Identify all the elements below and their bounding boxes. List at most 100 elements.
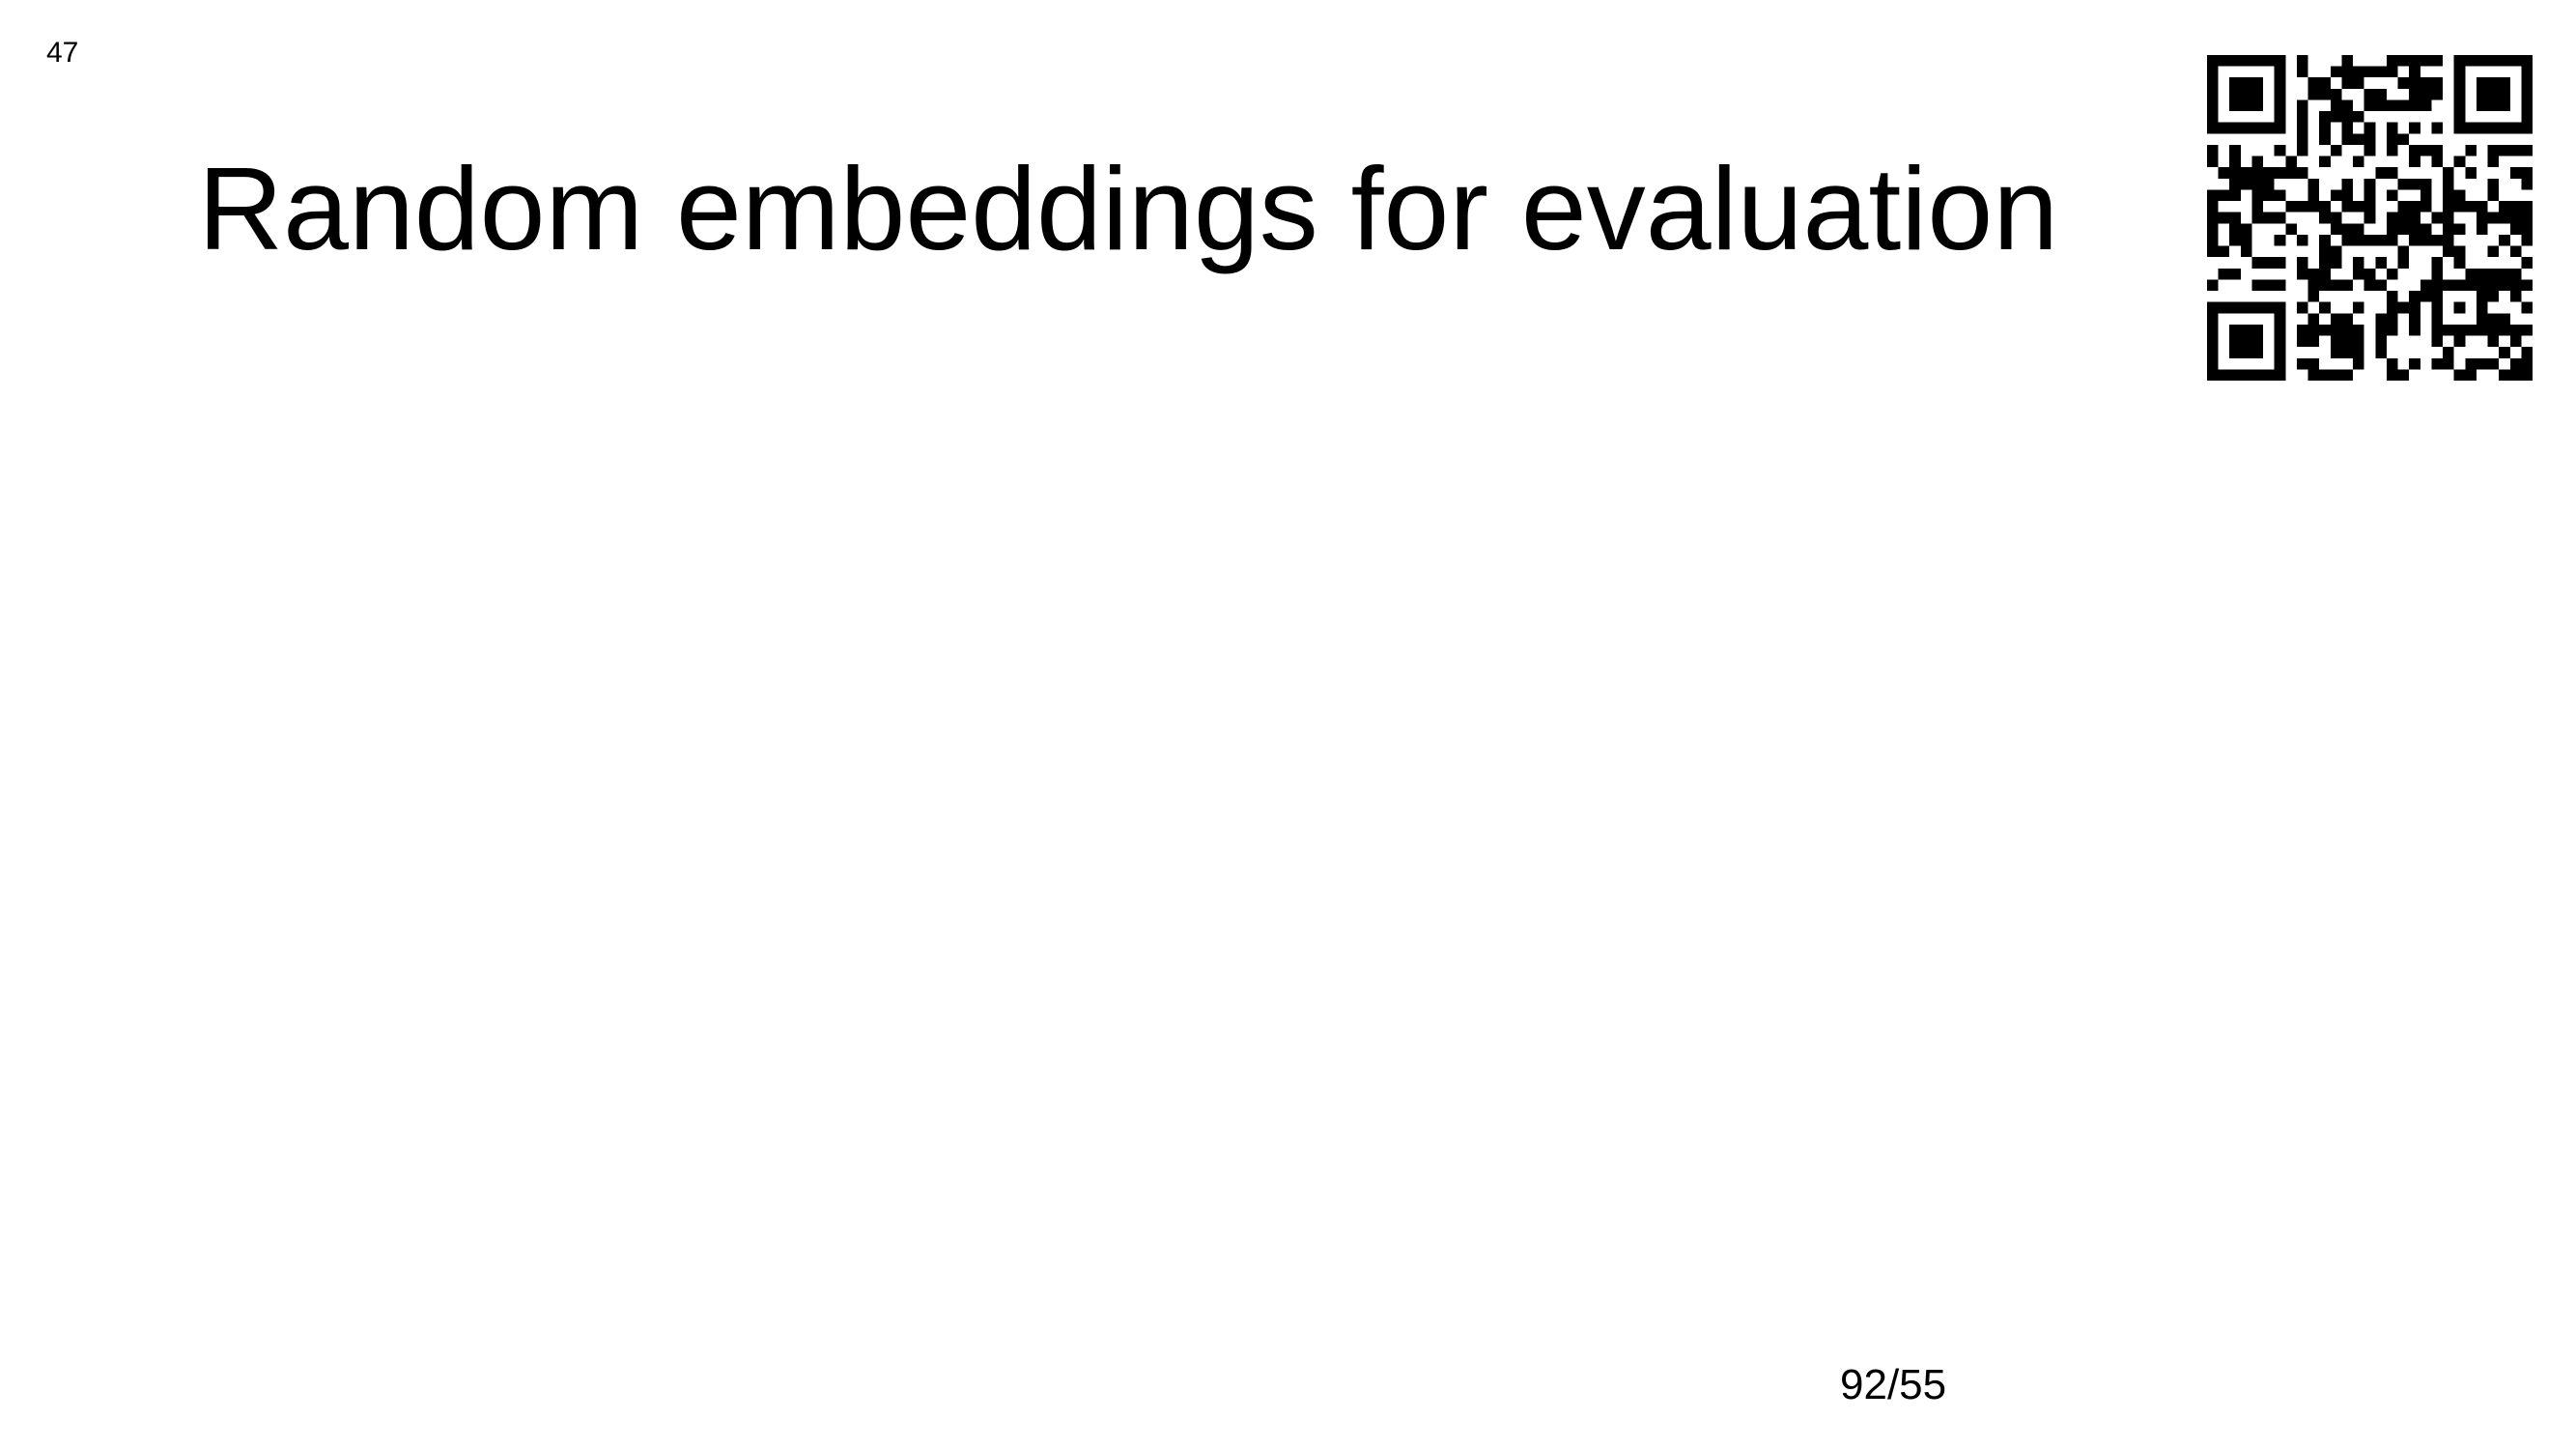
qr-module [2443,212,2454,224]
qr-module [2240,335,2252,348]
qr-module [2307,178,2320,190]
qr-module [2285,223,2297,235]
qr-module [2509,122,2522,134]
qr-module [2364,99,2376,112]
qr-module [2386,122,2398,134]
qr-module [2207,189,2219,202]
qr-module [2353,234,2364,246]
qr-module [2296,335,2308,348]
qr-module [2509,245,2522,258]
qr-module [2521,223,2533,235]
qr-module [2330,189,2342,202]
qr-module [2263,122,2275,134]
qr-module [2207,335,2219,348]
qr-module [2397,257,2410,269]
qr-module [2285,156,2297,168]
qr-module [2521,66,2533,78]
qr-module [2509,201,2522,213]
qr-module [2397,245,2410,258]
qr-module [2330,144,2342,156]
qr-module [2274,212,2286,224]
qr-module [2476,324,2488,336]
qr-module [2341,99,2354,112]
qr-module [2341,178,2354,190]
qr-module [2431,144,2444,156]
qr-module [2341,279,2354,292]
qr-module [2251,347,2264,358]
qr-module [2386,212,2398,224]
qr-module [2319,245,2331,258]
qr-module [2296,111,2308,123]
qr-module [2364,234,2376,246]
qr-module [2420,99,2432,112]
qr-module [2375,66,2387,78]
qr-module [2409,324,2420,336]
qr-module [2453,245,2466,258]
qr-module [2509,212,2522,224]
qr-module [2307,313,2320,325]
qr-module [2240,122,2252,134]
qr-module [2431,313,2444,325]
qr-module [2274,122,2286,134]
qr-module [2499,234,2510,246]
qr-module [2307,201,2320,213]
qr-module [2443,189,2454,202]
qr-module [2274,66,2286,78]
qr-module [2229,156,2241,168]
qr-module [2409,301,2420,314]
qr-module [2453,111,2466,123]
qr-module [2509,324,2522,336]
qr-module [2353,133,2364,145]
qr-module [2207,66,2219,78]
qr-module [2353,324,2364,336]
qr-module [2319,301,2331,314]
qr-module [2364,88,2376,100]
qr-module [2296,357,2308,370]
qr-module [2487,291,2500,302]
qr-module [2476,313,2488,325]
qr-module [2453,88,2466,100]
qr-module [2263,369,2275,381]
qr-module [2443,201,2454,213]
qr-module [2476,212,2488,224]
qr-module [2375,279,2387,292]
qr-module [2431,301,2444,314]
qr-module [2251,77,2264,89]
qr-module [2341,66,2354,78]
qr-module [2353,268,2364,280]
qr-module [2375,99,2387,112]
qr-module [2330,88,2342,100]
qr-module [2307,88,2320,100]
qr-module [2330,369,2342,381]
qr-module [2499,99,2510,112]
qr-module [2218,212,2230,224]
qr-module [2521,324,2533,336]
qr-module [2499,77,2510,89]
qr-module [2521,167,2533,179]
qr-module [2409,357,2420,370]
qr-module [2409,313,2420,325]
qr-module [2476,77,2488,89]
qr-module [2207,201,2219,213]
qr-module [2443,167,2454,179]
qr-module [2341,313,2354,325]
qr-module [2251,189,2264,202]
qr-module [2207,77,2219,89]
qr-module [2431,357,2444,370]
qr-module [2386,144,2398,156]
qr-module [2521,357,2533,370]
qr-module [2487,189,2500,202]
qr-module [2319,369,2331,381]
qr-module [2330,223,2342,235]
qr-module [2431,268,2444,280]
qr-module [2386,357,2398,370]
qr-module [2296,257,2308,269]
qr-module [2307,335,2320,348]
qr-module [2509,167,2522,179]
qr-module [2251,201,2264,213]
qr-module [2476,223,2488,235]
qr-module [2274,77,2286,89]
qr-module [2487,335,2500,348]
qr-module [2409,212,2420,224]
